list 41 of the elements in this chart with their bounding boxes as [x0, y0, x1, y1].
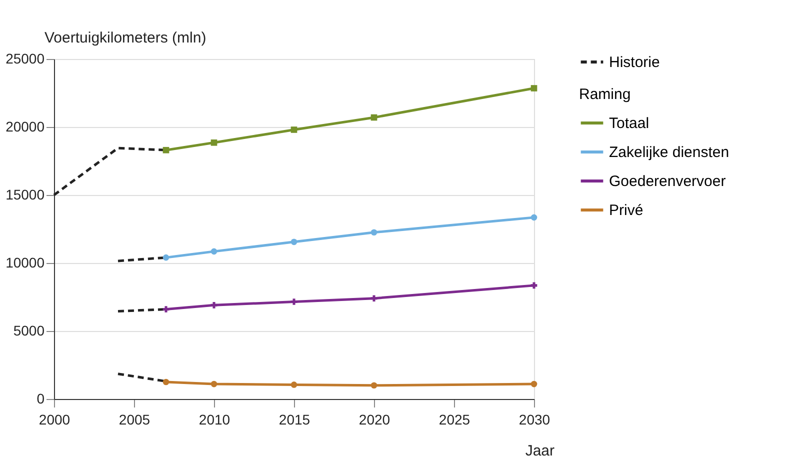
legend-label: Historie: [609, 54, 660, 71]
y-tick-label: 5000: [13, 322, 45, 338]
x-tick-label: 2000: [38, 412, 70, 428]
legend-label: Totaal: [609, 115, 650, 132]
legend-label: Privé: [609, 202, 644, 219]
y-tick-label: 0: [36, 390, 45, 406]
x-tick-label: 2015: [278, 412, 310, 428]
point: [370, 114, 378, 121]
point: [162, 306, 170, 312]
legend-label: Goederenvervoer: [609, 173, 726, 190]
point: [530, 380, 538, 388]
point: [530, 214, 538, 221]
point: [210, 380, 218, 388]
x-tick-label: 2005: [118, 412, 150, 428]
point: [210, 248, 218, 255]
point: [370, 295, 378, 302]
point: [290, 126, 298, 133]
point: [370, 382, 378, 389]
point: [162, 254, 170, 261]
point: [530, 85, 538, 92]
x-tick-label: 2020: [358, 412, 390, 428]
point: [290, 238, 298, 246]
x-tick-label: 2010: [198, 412, 230, 428]
legend-label: Zakelijke diensten: [609, 144, 730, 161]
x-axis-title: Jaar: [525, 442, 554, 460]
y-tick-label: 25000: [6, 50, 45, 66]
point: [162, 146, 170, 154]
y-tick-label: 10000: [6, 254, 45, 270]
legend-title: Raming: [579, 86, 631, 103]
point: [370, 229, 378, 236]
point: [290, 298, 298, 305]
point: [290, 382, 298, 388]
y-axis-title: Voertuigkilometers (mln): [44, 30, 206, 46]
x-tick-label: 2030: [518, 412, 550, 428]
point: [210, 302, 218, 308]
x-tick-label: 2025: [438, 412, 470, 428]
point: [210, 139, 218, 146]
y-tick-label: 20000: [6, 118, 45, 134]
point: [162, 378, 170, 386]
y-tick-label: 15000: [6, 186, 45, 202]
point: [530, 282, 538, 289]
